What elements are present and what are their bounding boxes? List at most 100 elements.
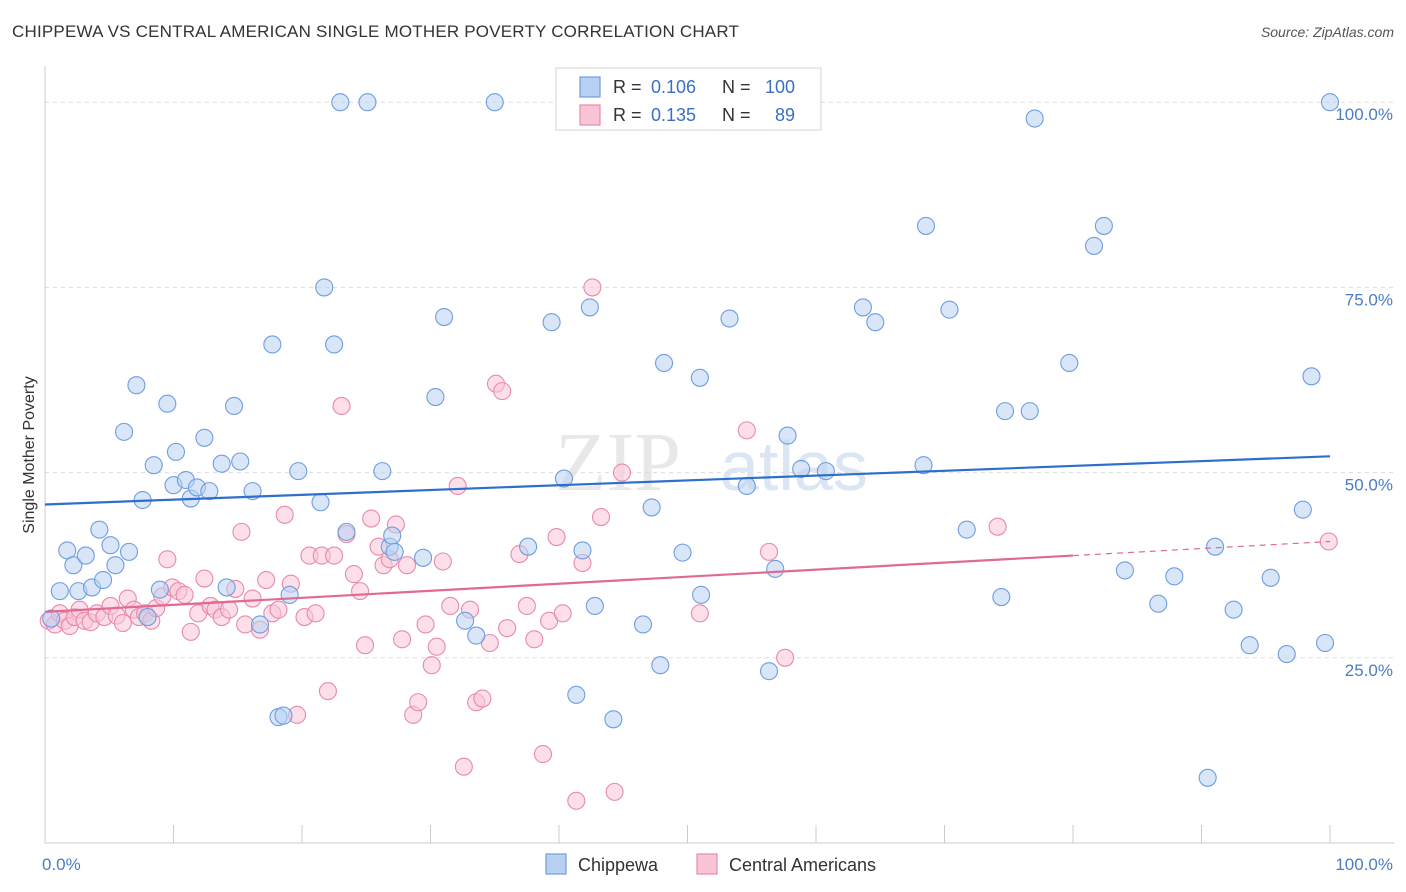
chippewa-point	[42, 609, 61, 628]
chippewa-point	[542, 313, 561, 332]
chippewa-point	[604, 710, 623, 729]
chippewa-point	[373, 462, 392, 481]
central-americans-point	[332, 396, 351, 415]
chippewa-point	[916, 216, 936, 235]
chippewa-point	[426, 388, 445, 407]
chart-title: CHIPPEWA VS CENTRAL AMERICAN SINGLE MOTH…	[12, 22, 740, 41]
chippewa-point	[651, 656, 670, 675]
chippewa-point	[231, 452, 250, 471]
legend-r-label: R =	[613, 105, 642, 125]
central-americans-point	[454, 757, 473, 776]
central-americans-point	[988, 517, 1007, 536]
central-americans-point	[583, 278, 602, 297]
chippewa-point	[315, 278, 334, 297]
chippewa-point	[1261, 568, 1280, 587]
chippewa-point	[358, 93, 377, 112]
central-americans-point	[355, 636, 375, 655]
central-americans-point	[422, 656, 441, 675]
chippewa-point	[200, 482, 219, 501]
central-americans-point	[605, 782, 624, 801]
y-tick-label: 25.0%	[1345, 661, 1393, 680]
central-americans-point	[275, 505, 294, 524]
central-americans-trend-line	[44, 554, 1074, 613]
central-americans-point	[493, 382, 512, 401]
chippewa-point	[274, 706, 293, 725]
chippewa-point	[158, 394, 177, 413]
trend-lines	[44, 455, 1331, 613]
central-americans-point	[409, 693, 428, 712]
chippewa-point	[1302, 367, 1321, 386]
chippewa-point	[106, 556, 125, 575]
chippewa-point	[1115, 561, 1134, 580]
chippewa-point	[633, 615, 653, 634]
chippewa-point	[485, 93, 504, 112]
chippewa-point	[1025, 109, 1044, 128]
legend-swatch-1	[579, 104, 601, 126]
y-axis-label: Single Mother Poverty	[21, 376, 38, 533]
chippewa-point	[853, 298, 873, 317]
chippewa-point	[940, 300, 959, 319]
watermark: ZIP atlas	[555, 416, 868, 509]
central-americans-point	[195, 569, 214, 588]
chippewa-point	[737, 476, 756, 495]
y-tick-label: 50.0%	[1345, 476, 1393, 495]
chippewa-point	[325, 335, 344, 354]
legend-r-value: 0.106	[651, 77, 696, 97]
central-americans-point	[318, 682, 337, 701]
chippewa-point	[467, 626, 486, 645]
legend-n-value: 100	[765, 77, 795, 97]
chippewa-point	[1293, 500, 1312, 519]
central-americans-point	[344, 565, 363, 584]
central-americans-point	[737, 421, 756, 440]
chippewa-point	[1320, 93, 1340, 112]
bottom-legend: Chippewa Central Americans	[545, 853, 876, 875]
chippewa-point	[573, 541, 592, 560]
chippewa-point	[957, 520, 976, 539]
central-americans-point	[591, 508, 611, 527]
central-americans-point	[393, 630, 412, 649]
chippewa-point	[778, 426, 797, 445]
chippewa-point	[1084, 236, 1104, 255]
chippewa-point	[1240, 636, 1259, 655]
chippewa-point	[1316, 633, 1335, 653]
central-americans-point	[525, 630, 544, 649]
chippewa-point	[138, 608, 157, 627]
central-americans-point	[232, 522, 251, 541]
chippewa-point	[673, 543, 692, 562]
central-americans-point	[427, 637, 446, 656]
x-tick-label-max: 100.0%	[1335, 855, 1393, 874]
chippewa-point	[1277, 645, 1296, 664]
chippewa-point	[580, 298, 599, 317]
central-americans-point	[325, 546, 344, 565]
central-americans-point	[351, 582, 370, 601]
chippewa-point	[289, 462, 308, 481]
central-americans-point	[473, 689, 492, 708]
chippewa-point	[250, 615, 270, 634]
chippewa-point	[76, 546, 95, 565]
chippewa-point	[690, 368, 709, 387]
chippewa-point	[101, 536, 120, 555]
chippewa-point	[567, 685, 586, 704]
central-americans-point	[158, 550, 177, 569]
legend-r-value: 0.135	[651, 105, 696, 125]
chippewa-point	[50, 582, 69, 601]
chippewa-point	[115, 422, 134, 441]
chart-source: Source: ZipAtlas.com	[1260, 24, 1394, 40]
bottom-legend-label-1: Central Americans	[729, 855, 876, 875]
chippewa-point	[331, 93, 350, 112]
chippewa-point	[992, 588, 1011, 607]
legend-n-label: N =	[722, 105, 751, 125]
bottom-legend-swatch-1	[696, 853, 718, 875]
chippewa-point	[212, 454, 231, 473]
central-americans-point	[175, 585, 194, 604]
chippewa-point	[585, 596, 604, 616]
central-americans-point	[690, 604, 709, 623]
chippewa-point	[414, 548, 433, 567]
legend-n-value: 89	[775, 105, 795, 125]
chippewa-point	[692, 585, 711, 604]
central-americans-point	[547, 528, 566, 547]
central-americans-point	[517, 596, 536, 616]
axes	[44, 66, 1394, 844]
central-americans-trend-extension	[1072, 540, 1331, 557]
